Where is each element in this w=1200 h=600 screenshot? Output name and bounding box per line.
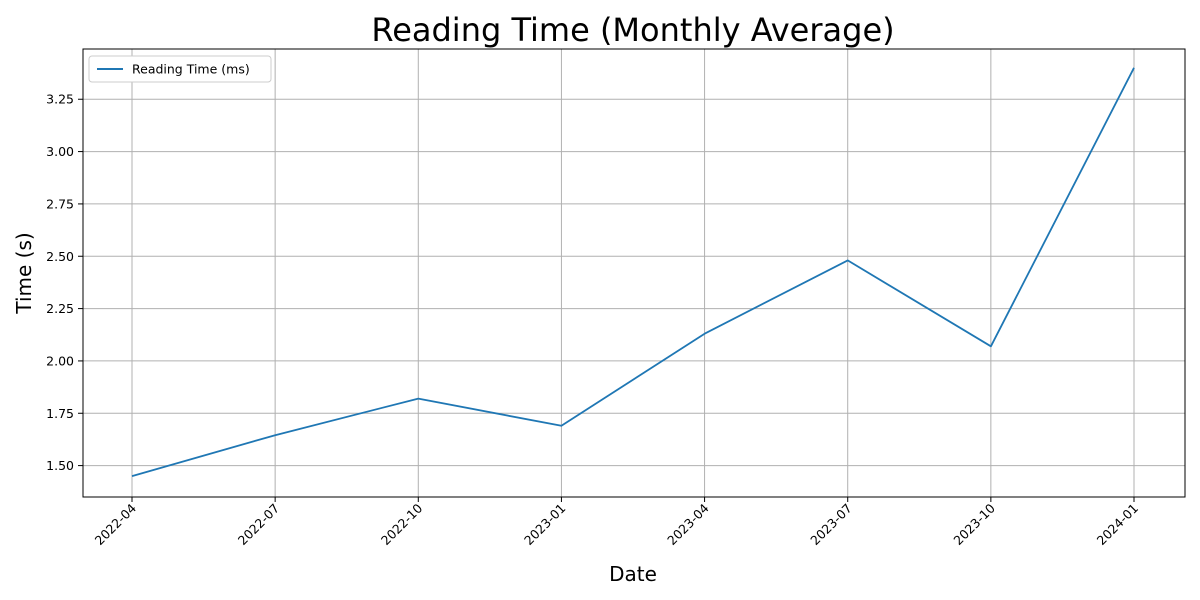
y-axis-title: Time (s) <box>12 232 36 314</box>
y-tick-label: 2.75 <box>46 196 74 211</box>
y-tick-label: 2.25 <box>46 301 74 316</box>
y-tick-label: 2.50 <box>46 249 74 264</box>
legend: Reading Time (ms) <box>88 55 272 83</box>
series-line <box>131 67 1135 477</box>
y-tick-label: 3.00 <box>46 144 74 159</box>
legend-box <box>88 55 272 83</box>
plot-frame <box>82 48 1186 498</box>
y-tick-label: 2.00 <box>46 353 74 368</box>
y-tick-label: 1.75 <box>46 406 74 421</box>
chart-title: Reading Time (Monthly Average) <box>371 11 894 49</box>
x-axis-title: Date <box>609 562 657 586</box>
y-tick-label: 1.50 <box>46 458 74 473</box>
series-layer <box>131 67 1135 477</box>
grid-lines <box>83 49 1185 497</box>
legend-label: Reading Time (ms) <box>132 62 250 77</box>
y-tick-label: 3.25 <box>46 92 74 107</box>
